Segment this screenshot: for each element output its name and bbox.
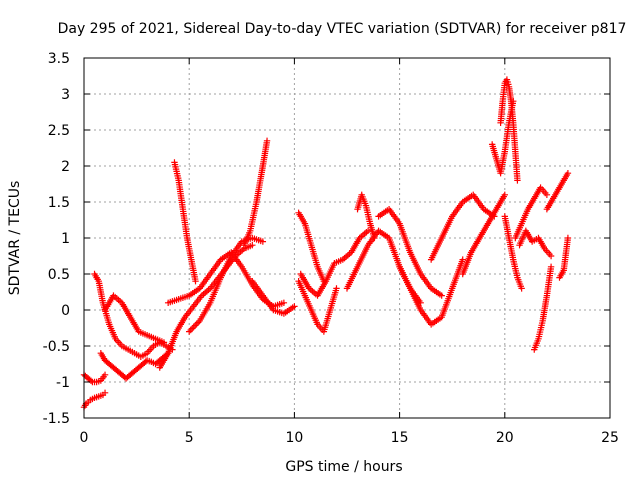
data-point xyxy=(101,389,109,396)
data-point xyxy=(514,177,521,184)
x-tick-label: 0 xyxy=(80,430,89,446)
data-point xyxy=(438,292,445,299)
x-axis-label: GPS time / hours xyxy=(285,459,402,475)
data-point xyxy=(364,227,372,234)
x-tick-label: 15 xyxy=(391,430,409,446)
data-point xyxy=(564,170,572,177)
x-tick-label: 20 xyxy=(496,430,514,446)
data-point xyxy=(417,299,424,306)
data-point xyxy=(291,303,298,310)
data-point xyxy=(543,191,551,198)
data-point xyxy=(333,285,340,292)
y-tick-label: 0.5 xyxy=(48,267,70,283)
data-point xyxy=(192,278,199,285)
axis-ticks xyxy=(83,57,611,419)
y-axis-label: SDTVAR / TECUs xyxy=(7,181,23,296)
data-point xyxy=(371,234,378,242)
y-tick-label: 3.5 xyxy=(48,51,70,67)
data-point xyxy=(547,263,555,270)
data-points xyxy=(80,76,572,411)
data-point xyxy=(547,252,555,260)
x-tick-label: 25 xyxy=(601,430,619,446)
y-tick-label: -1 xyxy=(56,375,70,391)
y-tick-label: 3 xyxy=(61,87,70,103)
x-tick-labels: 0 5 10 15 20 25 xyxy=(80,430,619,446)
data-point-interp xyxy=(87,377,95,384)
chart-title: Day 295 of 2021, Sidereal Day-to-day VTE… xyxy=(58,21,627,37)
y-tick-label: -1.5 xyxy=(43,411,70,427)
x-tick-label: 5 xyxy=(185,430,194,446)
data-point xyxy=(259,238,267,245)
data-point xyxy=(160,339,168,346)
y-tick-label: 2 xyxy=(61,159,70,175)
y-tick-label: 1 xyxy=(61,231,70,247)
data-point xyxy=(459,256,466,263)
y-tick-label: 1.5 xyxy=(48,195,70,211)
data-point xyxy=(249,242,256,249)
data-point xyxy=(564,234,572,242)
y-tick-label: 0 xyxy=(61,303,70,319)
data-point xyxy=(101,371,109,378)
y-tick-labels: -1.5 -1 -0.5 0 0.5 1 1.5 2 2.5 3 3.5 xyxy=(43,51,70,427)
x-tick-label: 10 xyxy=(285,430,303,446)
data-point xyxy=(280,299,288,306)
y-tick-label: 2.5 xyxy=(48,123,70,139)
data-point xyxy=(263,137,271,144)
data-point xyxy=(501,191,508,198)
y-tick-label: -0.5 xyxy=(43,339,70,355)
data-point xyxy=(518,285,525,292)
